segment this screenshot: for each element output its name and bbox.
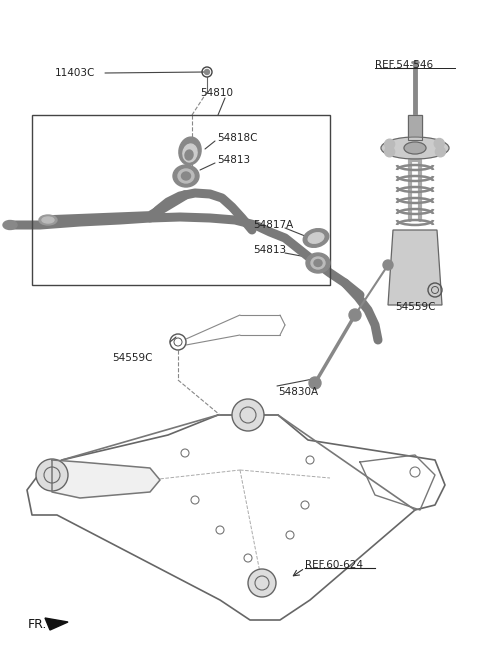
Ellipse shape	[181, 172, 191, 180]
Ellipse shape	[3, 220, 17, 230]
Circle shape	[232, 399, 264, 431]
Circle shape	[435, 147, 445, 157]
Ellipse shape	[303, 229, 329, 247]
Ellipse shape	[306, 253, 330, 273]
Ellipse shape	[314, 260, 322, 266]
Ellipse shape	[311, 257, 325, 269]
Bar	[408, 115, 422, 140]
Bar	[408, 115, 422, 140]
Polygon shape	[52, 460, 160, 498]
Ellipse shape	[178, 169, 194, 183]
Circle shape	[349, 309, 361, 321]
Circle shape	[309, 377, 321, 389]
Polygon shape	[388, 230, 442, 305]
Ellipse shape	[381, 137, 449, 159]
Text: 54810: 54810	[200, 88, 233, 98]
Circle shape	[384, 147, 395, 157]
Text: FR.: FR.	[28, 619, 48, 632]
Circle shape	[384, 139, 395, 149]
Text: REF.54-546: REF.54-546	[375, 60, 433, 70]
Circle shape	[248, 569, 276, 597]
Ellipse shape	[173, 165, 199, 187]
Circle shape	[434, 138, 444, 148]
Text: 54813: 54813	[253, 245, 286, 255]
Text: 54559C: 54559C	[395, 302, 435, 312]
Ellipse shape	[183, 144, 197, 162]
Text: 54813: 54813	[217, 155, 250, 165]
Text: 54559C: 54559C	[112, 353, 153, 363]
Ellipse shape	[404, 142, 426, 154]
Text: REF.60-624: REF.60-624	[305, 560, 363, 570]
Polygon shape	[45, 618, 68, 630]
Circle shape	[383, 260, 393, 270]
Bar	[32, 115, 330, 285]
Ellipse shape	[39, 215, 57, 225]
Circle shape	[204, 70, 209, 75]
Circle shape	[36, 459, 68, 491]
Text: 54818C: 54818C	[217, 133, 257, 143]
Text: 11403C: 11403C	[55, 68, 96, 78]
Ellipse shape	[185, 150, 193, 160]
Text: 54830A: 54830A	[278, 387, 318, 397]
Ellipse shape	[179, 137, 201, 165]
Ellipse shape	[308, 233, 324, 243]
Ellipse shape	[42, 217, 54, 223]
Text: 54817A: 54817A	[253, 220, 293, 230]
